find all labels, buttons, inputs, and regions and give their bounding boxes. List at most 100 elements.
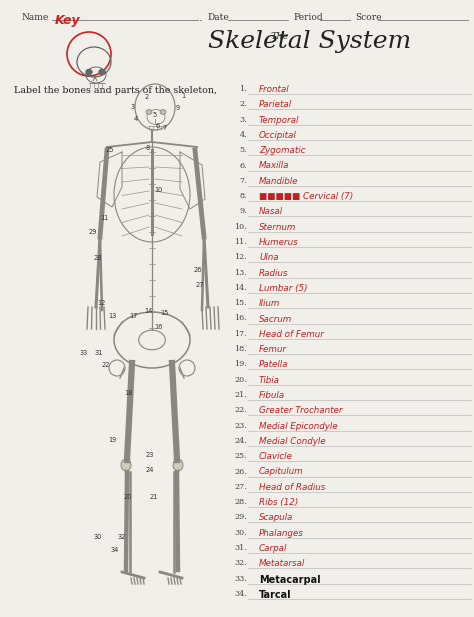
Text: Capitulum: Capitulum	[259, 468, 304, 476]
Text: 1.: 1.	[239, 85, 247, 93]
Text: 21.: 21.	[234, 391, 247, 399]
Text: 27.: 27.	[234, 482, 247, 491]
Text: Patella: Patella	[259, 360, 289, 370]
Text: 13: 13	[108, 313, 116, 319]
Text: Nasal: Nasal	[259, 207, 283, 217]
Text: 5: 5	[153, 112, 157, 118]
Text: 26.: 26.	[234, 468, 247, 476]
Text: 17: 17	[129, 313, 137, 319]
Text: Maxilla: Maxilla	[259, 162, 290, 170]
Text: 12.: 12.	[234, 254, 247, 262]
Ellipse shape	[99, 70, 105, 75]
Text: 30.: 30.	[234, 529, 247, 537]
Text: Parietal: Parietal	[259, 101, 292, 109]
Text: 16: 16	[154, 324, 162, 330]
Text: Occipital: Occipital	[259, 131, 297, 140]
Text: Frontal: Frontal	[259, 85, 290, 94]
Text: 14.: 14.	[234, 284, 247, 292]
Text: 16.: 16.	[234, 315, 247, 323]
Text: Medial Condyle: Medial Condyle	[259, 437, 326, 446]
Text: 17.: 17.	[234, 330, 247, 337]
Text: 34: 34	[111, 547, 119, 553]
Text: 22.: 22.	[234, 407, 247, 414]
Text: 4.: 4.	[239, 131, 247, 139]
Text: 28: 28	[94, 255, 102, 261]
Text: 15: 15	[160, 310, 168, 316]
Text: Metacarpal: Metacarpal	[259, 574, 320, 584]
Text: 28.: 28.	[234, 498, 247, 506]
Text: 23.: 23.	[234, 421, 247, 429]
Text: Ribs (12): Ribs (12)	[259, 498, 298, 507]
Text: Temporal: Temporal	[259, 115, 300, 125]
Text: 2.: 2.	[239, 101, 247, 109]
Text: 9: 9	[176, 105, 180, 111]
Text: Zygomatic: Zygomatic	[259, 146, 305, 155]
Text: 32: 32	[118, 534, 126, 540]
Text: Key: Key	[55, 14, 81, 27]
Text: 33: 33	[80, 350, 88, 356]
Text: 15.: 15.	[234, 299, 247, 307]
Text: Clavicle: Clavicle	[259, 452, 293, 461]
Text: Mandible: Mandible	[259, 177, 299, 186]
Text: Tarcal: Tarcal	[259, 590, 292, 600]
Text: 8: 8	[146, 145, 150, 151]
Ellipse shape	[160, 109, 166, 115]
Ellipse shape	[146, 109, 152, 115]
Text: Humerus: Humerus	[259, 238, 299, 247]
Text: Femur: Femur	[259, 345, 287, 354]
Text: Head of Radius: Head of Radius	[259, 482, 325, 492]
Text: Medial Epicondyle: Medial Epicondyle	[259, 421, 337, 431]
Text: Period: Period	[293, 14, 323, 22]
Text: Scapula: Scapula	[259, 513, 293, 523]
Text: Head of Femur: Head of Femur	[259, 330, 324, 339]
Text: 31.: 31.	[234, 544, 247, 552]
Text: 25.: 25.	[234, 452, 247, 460]
Text: 14: 14	[144, 308, 152, 314]
Text: 3: 3	[131, 104, 135, 110]
Text: Phalanges: Phalanges	[259, 529, 304, 537]
Text: 7.: 7.	[239, 177, 247, 185]
Text: 6: 6	[156, 123, 160, 129]
Text: Fibula: Fibula	[259, 391, 285, 400]
Text: 26: 26	[194, 267, 202, 273]
Text: 5.: 5.	[239, 146, 247, 154]
Text: 10.: 10.	[234, 223, 247, 231]
Text: 29.: 29.	[234, 513, 247, 521]
Text: 19: 19	[108, 437, 116, 443]
Ellipse shape	[121, 459, 131, 471]
Text: 13.: 13.	[234, 268, 247, 276]
Text: 4: 4	[134, 116, 138, 122]
Text: Ilium: Ilium	[259, 299, 281, 308]
Text: 1: 1	[181, 93, 185, 99]
Text: 22: 22	[102, 362, 110, 368]
Text: 20.: 20.	[234, 376, 247, 384]
Text: Greater Trochanter: Greater Trochanter	[259, 407, 343, 415]
Text: 24.: 24.	[234, 437, 247, 445]
Text: 23: 23	[146, 452, 154, 458]
Ellipse shape	[173, 459, 183, 471]
Text: Name: Name	[22, 14, 49, 22]
Text: Score: Score	[355, 14, 382, 22]
Text: 18: 18	[124, 390, 132, 396]
Text: 32.: 32.	[234, 559, 247, 567]
Text: Label the bones and parts of the skeleton,: Label the bones and parts of the skeleto…	[14, 86, 217, 95]
Text: 11: 11	[100, 215, 108, 221]
Text: Carpal: Carpal	[259, 544, 287, 553]
Text: 3.: 3.	[239, 115, 247, 123]
Text: 2: 2	[145, 94, 149, 100]
Text: 6.: 6.	[239, 162, 247, 170]
Text: 11.: 11.	[234, 238, 247, 246]
Text: 18.: 18.	[234, 345, 247, 353]
Text: 20: 20	[124, 494, 132, 500]
Text: 34.: 34.	[234, 590, 247, 598]
Text: 30: 30	[94, 534, 102, 540]
Text: Radius: Radius	[259, 268, 288, 278]
Ellipse shape	[86, 70, 92, 75]
Text: The: The	[271, 32, 289, 41]
Text: 9.: 9.	[239, 207, 247, 215]
Text: 12: 12	[97, 300, 105, 306]
Text: Sternum: Sternum	[259, 223, 296, 232]
Text: Skeletal System: Skeletal System	[209, 30, 411, 53]
Text: Sacrum: Sacrum	[259, 315, 292, 323]
Text: 27: 27	[196, 282, 204, 288]
